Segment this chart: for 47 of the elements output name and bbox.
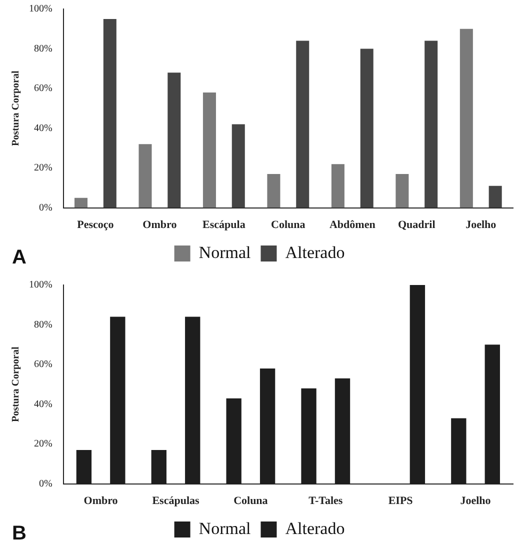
bar bbox=[460, 28, 473, 208]
y-tick-label: 0% bbox=[38, 478, 52, 490]
legend-label: Normal bbox=[198, 242, 252, 262]
legend-label: Alterado bbox=[285, 518, 345, 538]
bar bbox=[168, 72, 181, 208]
legend-label: Normal bbox=[198, 518, 252, 538]
bar bbox=[360, 48, 374, 208]
bar bbox=[74, 198, 88, 208]
y-tick-label: 40% bbox=[34, 122, 52, 134]
x-tick-label: Escápulas bbox=[152, 495, 200, 508]
y-tick-label: 40% bbox=[34, 398, 52, 410]
x-tick-label: Escápula bbox=[202, 219, 246, 232]
x-tick-label: T-Tales bbox=[308, 495, 344, 508]
y-tick-label: 20% bbox=[34, 162, 52, 174]
x-tick-label: Coluna bbox=[234, 495, 268, 508]
y-tick-label: 100% bbox=[28, 280, 52, 291]
x-tick-label: Coluna bbox=[271, 219, 306, 232]
bar bbox=[424, 40, 438, 208]
y-tick-label: 60% bbox=[34, 83, 52, 94]
x-tick-label: Abdômen bbox=[329, 219, 376, 232]
bar bbox=[331, 164, 344, 208]
x-tick-label: Ombro bbox=[142, 219, 178, 232]
bar bbox=[267, 174, 280, 208]
x-tick-label: Joelho bbox=[460, 495, 492, 508]
bar bbox=[232, 124, 245, 208]
x-tick-label: Pescoço bbox=[77, 219, 114, 232]
legend-label: Alterado bbox=[285, 242, 345, 262]
bar bbox=[138, 144, 152, 208]
y-tick-label: 0% bbox=[38, 202, 52, 214]
text: A bbox=[12, 246, 26, 269]
text: B bbox=[12, 522, 26, 545]
x-tick-label: Joelho bbox=[466, 219, 497, 232]
y-tick-label: 80% bbox=[34, 43, 52, 54]
y-axis-title: Postura Corporal bbox=[10, 70, 22, 146]
bar bbox=[296, 40, 310, 208]
x-tick-label: Quadril bbox=[398, 219, 436, 232]
bar bbox=[396, 174, 409, 208]
y-tick-label: 80% bbox=[34, 319, 52, 330]
y-axis-title: Postura Corporal bbox=[10, 346, 22, 422]
bar bbox=[103, 18, 116, 208]
x-tick-label: EIPS bbox=[388, 495, 413, 508]
x-tick-label: Ombro bbox=[84, 495, 118, 508]
bar bbox=[202, 92, 216, 208]
y-tick-label: 20% bbox=[34, 438, 52, 450]
bar bbox=[488, 186, 502, 208]
y-tick-label: 100% bbox=[28, 4, 52, 15]
y-tick-label: 60% bbox=[34, 359, 52, 370]
